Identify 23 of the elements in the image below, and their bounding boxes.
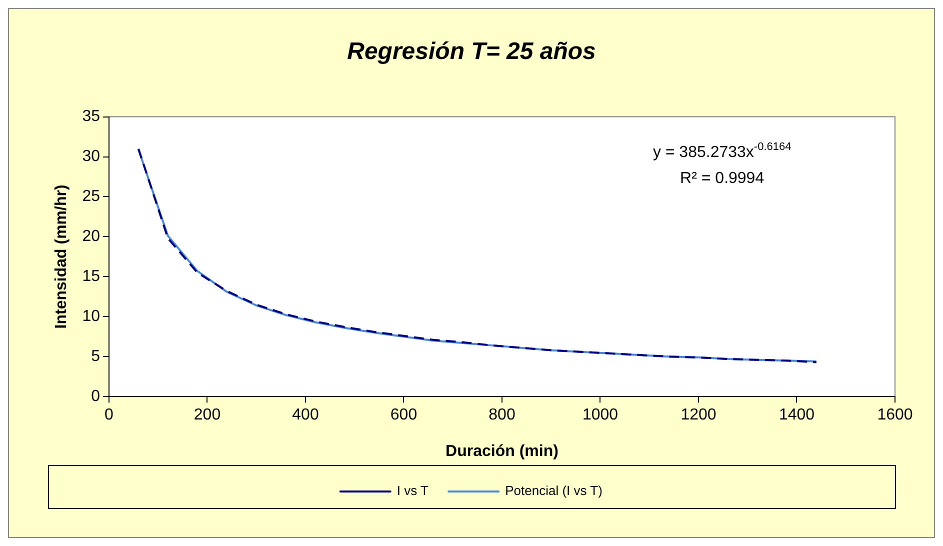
x-tick-label: 1600 [877,406,913,424]
x-tick-label: 0 [104,406,114,424]
y-tick-label: 10 [82,308,100,326]
x-tick-label: 200 [194,406,221,424]
x-tick-label: 1200 [680,406,716,424]
chart-title: Regresión T= 25 años [347,38,596,66]
y-tick-label: 0 [91,388,100,406]
y-tick-label: 5 [91,348,100,366]
x-tick-label: 600 [390,406,418,424]
y-tick-label: 20 [82,228,100,246]
legend-label: Potencial (I vs T) [505,483,602,498]
x-axis-title: Duración (min) [446,442,558,460]
y-tick-label: 35 [82,108,100,126]
x-tick-label: 400 [292,406,319,424]
y-tick-label: 25 [82,188,100,206]
x-tick-label: 800 [488,406,516,424]
x-tick-label: 1400 [778,406,815,424]
y-tick-label: 15 [82,268,100,286]
y-axis-title: Intensidad (mm/hr) [53,184,70,329]
annotation: R² = 0.9994 [680,170,764,187]
x-tick-label: 1000 [582,406,618,424]
y-tick-label: 30 [82,148,100,166]
legend-label: I vs T [396,483,428,498]
